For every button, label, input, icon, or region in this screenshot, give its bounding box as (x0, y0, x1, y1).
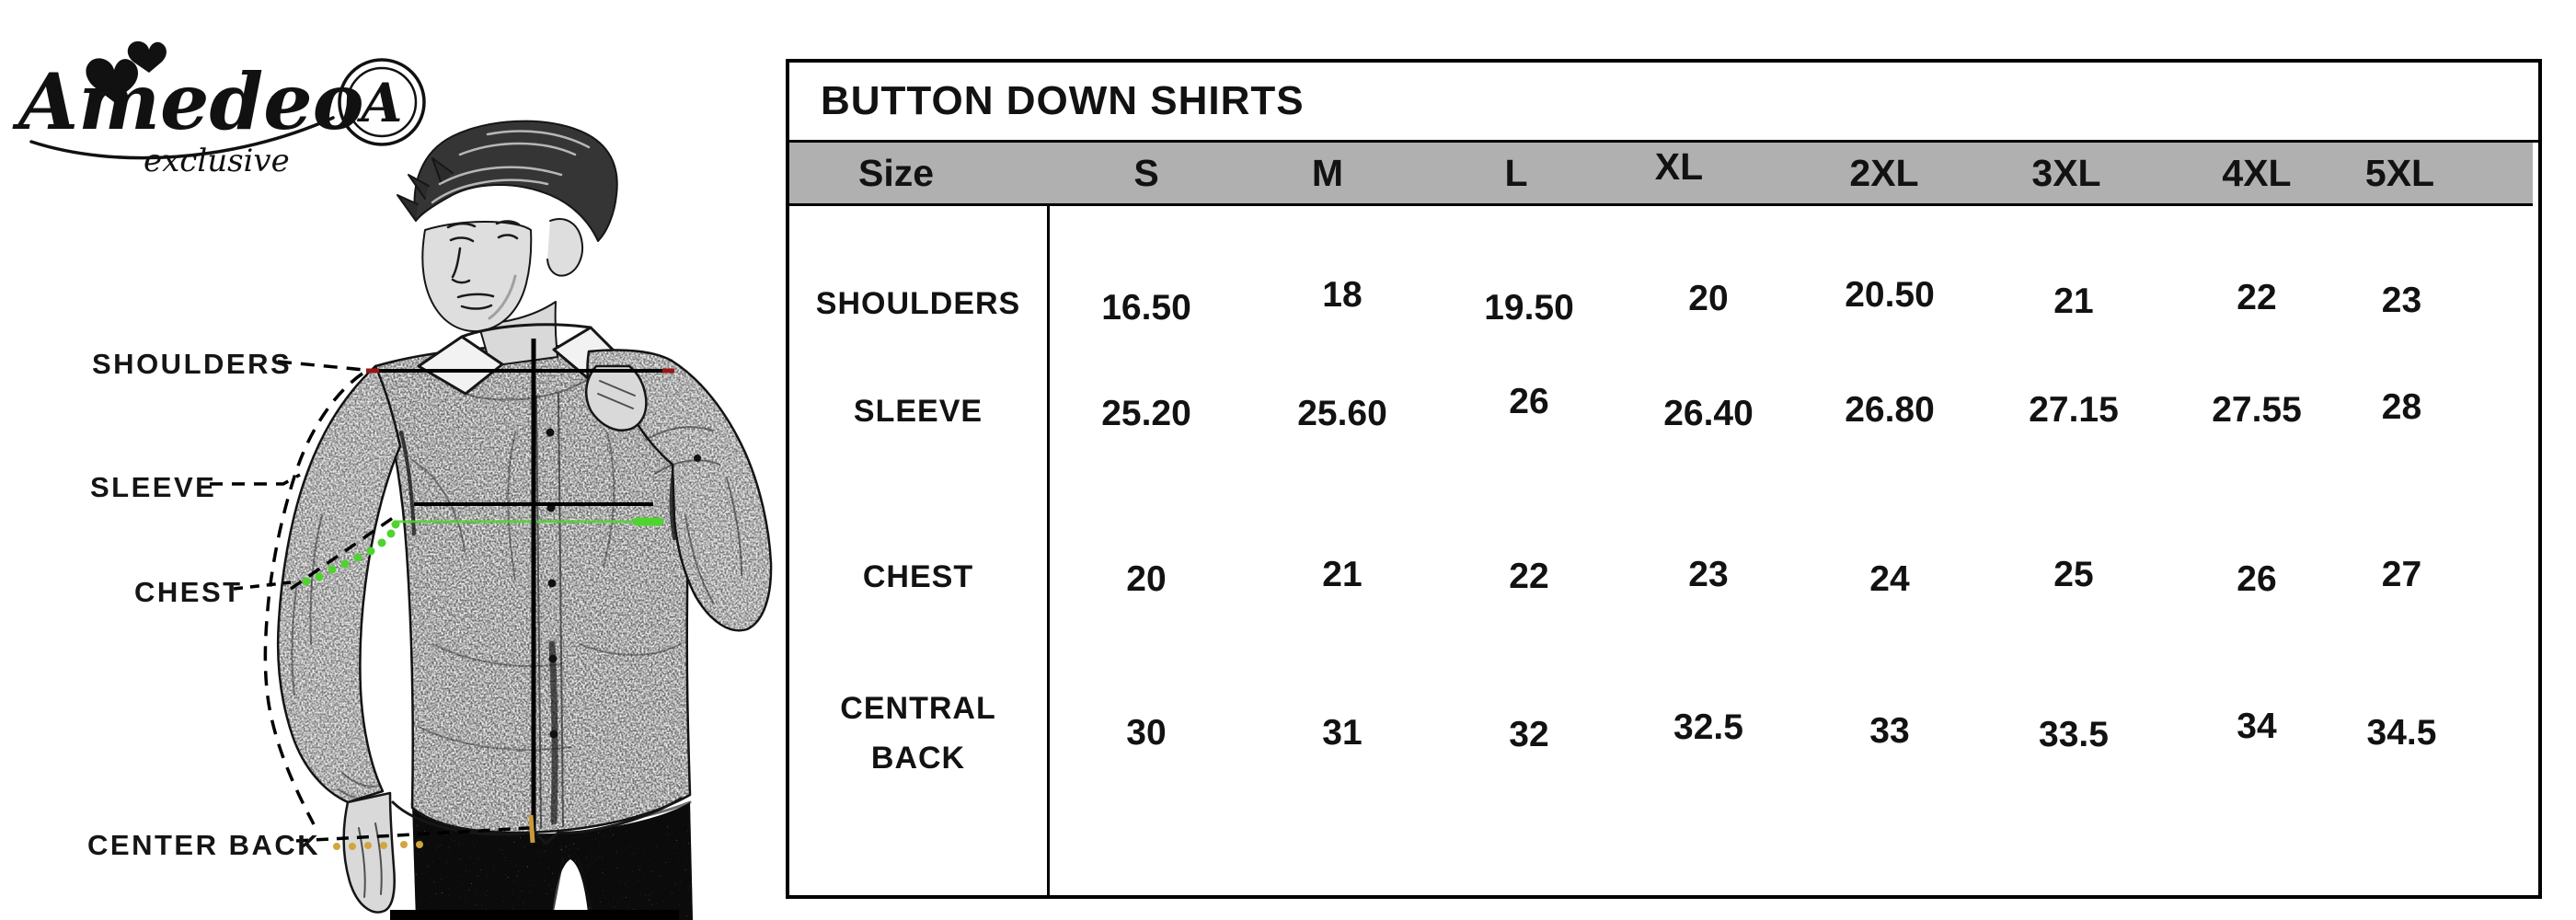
size-value-cell: 27.15 (2029, 390, 2119, 430)
size-chart-table: BUTTON DOWN SHIRTS Size S M L XL 2XL 3XL… (786, 59, 2542, 899)
hearts-icon (86, 40, 167, 102)
center-back-yellow-dots (333, 841, 423, 850)
column-header-s: S (1133, 151, 1159, 194)
table-row-sleeve: SLEEVE 25.20 25.60 26 26.40 26.80 27.15 … (789, 382, 2538, 439)
column-header-3xl: 3XL (2031, 151, 2101, 194)
size-value-cell: 26.80 (1845, 390, 1935, 430)
size-value-cell: 34.5 (2366, 713, 2437, 753)
size-value-cell: 30 (1126, 713, 1167, 753)
row-label: SLEEVE (853, 393, 983, 429)
size-value-cell: 31 (1322, 713, 1363, 753)
size-value-cell: 21 (2053, 282, 2094, 321)
column-header-2xl: 2XL (1849, 151, 1919, 194)
size-value-cell: 23 (1688, 555, 1729, 594)
size-value-cell: 27 (2381, 555, 2422, 594)
size-value-cell: 27.55 (2212, 390, 2302, 430)
size-value-cell: 21 (1322, 555, 1363, 594)
svg-text:A: A (356, 72, 402, 134)
row-label: SHOULDERS (815, 285, 1021, 321)
label-sleeve: SLEEVE (90, 471, 217, 503)
label-center-back: CENTER BACK (87, 829, 321, 861)
column-header-4xl: 4XL (2222, 151, 2292, 194)
size-value-cell: 24 (1869, 559, 1910, 599)
size-value-cell: 33 (1869, 711, 1910, 752)
row-label: CENTRAL BACK (840, 691, 996, 776)
size-value-cell: 26 (2237, 559, 2277, 599)
column-header-5xl: 5XL (2364, 151, 2435, 194)
size-value-cell: 20 (1688, 279, 1729, 318)
size-value-cell: 25 (2053, 555, 2094, 594)
size-value-cell: 22 (2237, 278, 2277, 317)
brand-tagline: exclusive (144, 143, 290, 179)
size-value-cell: 22 (1509, 557, 1549, 596)
sleeve-measure-curve (263, 372, 363, 825)
column-header-xl: XL (1654, 144, 1704, 188)
brand-script: Amedeo (12, 56, 364, 147)
sleeve-leader-line (210, 473, 301, 486)
table-row-chest: CHEST 20 21 22 23 24 25 26 27 (789, 549, 2538, 604)
label-shoulders: SHOULDERS (92, 348, 293, 380)
size-value-cell: 26.40 (1663, 394, 1754, 433)
table-row-central-back: CENTRAL BACK 30 31 32 32.5 33 33.5 34 34… (789, 684, 2538, 776)
size-value-cell: 23 (2381, 281, 2422, 320)
brand-monogram-icon: A (338, 58, 426, 146)
shirt-model-sketch (210, 120, 773, 920)
size-value-cell: 25.60 (1297, 394, 1387, 433)
label-chest: CHEST (134, 576, 243, 608)
size-value-cell: 20.50 (1845, 275, 1935, 315)
size-value-cell: 28 (2381, 387, 2422, 427)
center-back-gold-tick (528, 814, 535, 844)
size-value-cell: 20 (1126, 559, 1167, 599)
brand-logo: Amedeo exclusive A (12, 40, 426, 179)
row-label: CHEST (862, 558, 974, 594)
size-value-cell: 32 (1509, 715, 1549, 755)
size-value-cell: 34 (2237, 707, 2277, 747)
size-value-cell: 25.20 (1101, 394, 1191, 433)
size-value-cell: 16.50 (1101, 288, 1191, 328)
column-header-m: M (1311, 151, 1344, 194)
table-title: BUTTON DOWN SHIRTS (789, 63, 2538, 143)
column-header-l: L (1504, 151, 1528, 194)
size-value-cell: 26 (1509, 382, 1549, 421)
table-row-shoulders: SHOULDERS 16.50 18 19.50 20 20.50 21 22 … (789, 275, 2538, 331)
size-value-cell: 32.5 (1673, 707, 1743, 748)
measurement-annotations (210, 339, 674, 850)
chest-green-dots (302, 520, 400, 586)
shoulders-leader-line (277, 360, 365, 372)
table-header-row: Size S M L XL 2XL 3XL 4XL 5XL (789, 143, 2533, 206)
brand-swash (29, 116, 335, 160)
size-value-cell: 33.5 (2039, 715, 2109, 755)
column-header-size: Size (857, 151, 935, 194)
size-value-cell: 18 (1322, 275, 1363, 315)
size-value-cell: 19.50 (1484, 288, 1574, 328)
table-body: SHOULDERS 16.50 18 19.50 20 20.50 21 22 … (789, 206, 2538, 895)
size-column-divider (1047, 206, 1050, 895)
